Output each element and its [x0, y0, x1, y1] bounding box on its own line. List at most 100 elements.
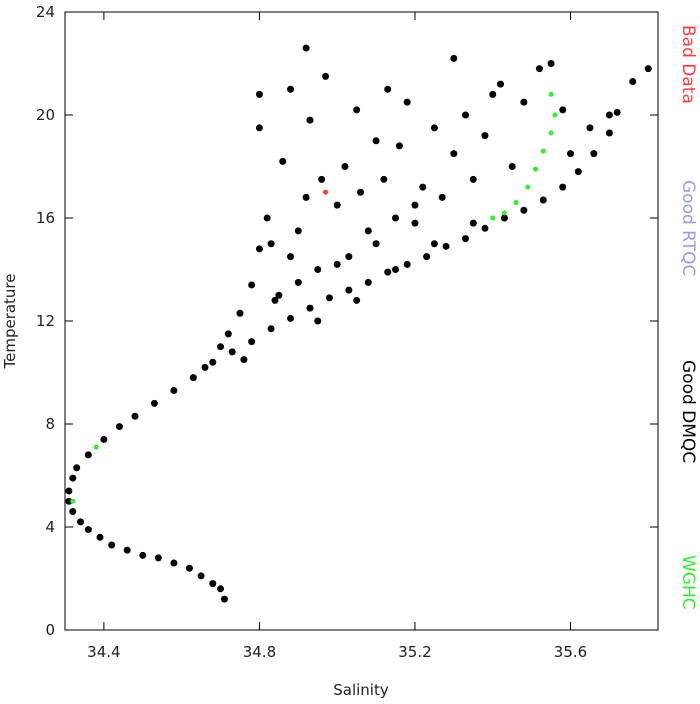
point [411, 201, 419, 209]
point [302, 193, 310, 201]
point [481, 132, 489, 140]
point [629, 78, 637, 86]
point [228, 348, 236, 356]
y-tick-label: 8 [45, 415, 55, 433]
x-tick-label: 34.8 [243, 643, 276, 661]
point [501, 210, 507, 216]
y-tick-label: 12 [36, 312, 55, 330]
point [248, 281, 256, 289]
point [341, 163, 349, 170]
point [323, 189, 329, 195]
point [567, 150, 575, 158]
point [275, 291, 283, 299]
point [314, 266, 322, 273]
point [345, 253, 353, 261]
point [318, 175, 326, 183]
legend-entry: Good RTQC [678, 180, 698, 276]
point [430, 124, 438, 132]
point [384, 85, 392, 93]
point [224, 330, 232, 338]
point [548, 130, 554, 136]
point [547, 60, 555, 67]
point [357, 188, 365, 196]
point [217, 343, 225, 351]
point [287, 314, 295, 322]
y-tick-label: 4 [45, 518, 55, 536]
point [430, 240, 438, 248]
point [69, 474, 77, 482]
point [240, 356, 248, 364]
point [525, 184, 531, 190]
point [384, 268, 392, 276]
point [96, 533, 104, 541]
point [548, 91, 554, 97]
point [559, 106, 567, 114]
point [450, 150, 458, 158]
point [364, 278, 372, 286]
point [150, 399, 158, 407]
point [108, 541, 116, 549]
point [255, 90, 263, 98]
point [490, 215, 496, 221]
point [462, 235, 470, 243]
point [508, 163, 516, 170]
point [411, 219, 419, 227]
point [520, 206, 528, 214]
y-tick-label: 24 [36, 3, 55, 21]
point [93, 444, 99, 450]
point [450, 54, 458, 62]
point [294, 227, 302, 235]
point [574, 168, 582, 176]
point [535, 65, 543, 73]
point [287, 85, 295, 93]
point [345, 286, 353, 294]
point [392, 214, 400, 222]
point [442, 242, 450, 250]
point [139, 551, 147, 559]
y-axis-label: Temperature [1, 273, 19, 369]
point [248, 338, 256, 346]
point [294, 278, 302, 286]
y-tick-label: 16 [36, 209, 55, 227]
legend-entry: Bad Data [678, 25, 698, 104]
point [469, 219, 477, 227]
point [419, 183, 427, 191]
y-tick-label: 20 [36, 106, 55, 124]
point [65, 487, 73, 495]
point [590, 150, 598, 158]
point [263, 214, 271, 222]
point [489, 90, 497, 98]
point [540, 148, 546, 154]
x-tick-label: 35.2 [398, 643, 431, 661]
point [438, 193, 446, 201]
point [403, 260, 411, 268]
point [395, 142, 403, 150]
point [170, 559, 178, 567]
x-tick-label: 35.6 [554, 643, 587, 661]
point [154, 554, 162, 562]
point [322, 72, 330, 80]
x-axis-label: Salinity [333, 681, 389, 699]
point [255, 124, 263, 132]
point [586, 124, 594, 132]
point [481, 224, 489, 232]
point [325, 294, 333, 302]
point [287, 253, 295, 261]
point [69, 508, 77, 516]
point [513, 200, 519, 206]
legend-entry: WGHC [678, 555, 698, 610]
point [70, 498, 76, 504]
point [533, 166, 539, 172]
point [314, 317, 322, 325]
point [497, 80, 505, 88]
point [605, 129, 613, 137]
point [185, 564, 193, 572]
point [197, 572, 205, 580]
point [423, 253, 431, 261]
point [500, 214, 508, 222]
point [131, 412, 139, 420]
point [209, 358, 217, 366]
point [333, 201, 341, 209]
point [189, 374, 197, 382]
